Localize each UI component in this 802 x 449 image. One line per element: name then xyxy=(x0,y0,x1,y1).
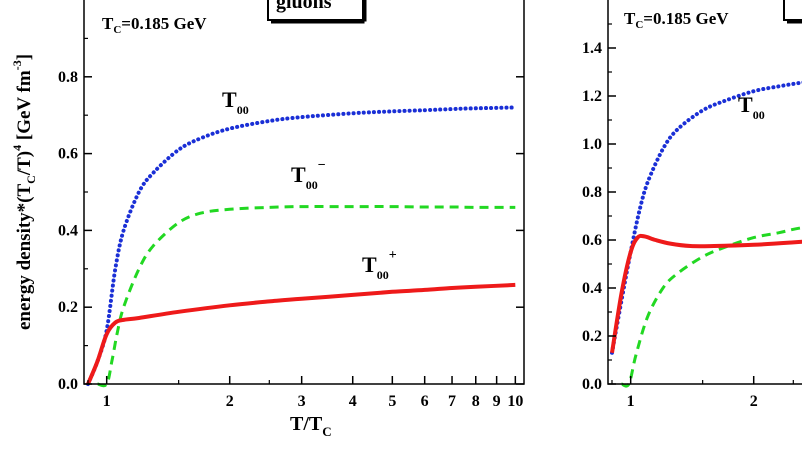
left-plot-area xyxy=(86,105,518,388)
left-y-tick-label: 0.2 xyxy=(58,299,78,316)
right-tc-label: TC=0.185 GeV xyxy=(624,9,729,31)
right-x-tick-label: 2 xyxy=(750,393,758,410)
gluons-label: gluons xyxy=(276,0,332,13)
right-series-t00--line xyxy=(621,226,802,388)
right-plot-area xyxy=(610,80,802,388)
left-x-tick-label: 2 xyxy=(226,393,234,410)
left-axes: 0.0 0.2 0.4 0.6 0.8 1 2 3 4 5 6 7 8 9 10 xyxy=(58,37,524,410)
right-panel: 0.00.20.40.60.81.01.21.41 2 TC=0.185 GeV … xyxy=(582,0,802,410)
left-x-tick-label: 4 xyxy=(349,393,357,410)
right-y-tick-label: 1.2 xyxy=(582,88,602,105)
left-panel: 0.00.20.40.60.81 2 3 4 5 6 7 8 9 10 TC=0.185 GeV … xyxy=(10,0,525,439)
left-tc-label: TC=0.185 GeV xyxy=(102,14,207,36)
left-label-t00-minus: T00− xyxy=(291,158,326,192)
left-x-tick-label: 1 xyxy=(103,393,111,410)
right-y-tick-label: 0.4 xyxy=(582,280,602,297)
right-series-t00--line xyxy=(610,233,802,354)
left-y-axis-label: energy density*(TC/T)4 [GeV fm-3] xyxy=(10,54,38,330)
left-label-t00: T00 xyxy=(222,87,249,117)
right-y-tick-label: 0.8 xyxy=(582,184,602,201)
left-y-tick-label: 0.0 xyxy=(58,376,78,393)
left-x-tick-label: 7 xyxy=(448,393,456,410)
right-box-fragment xyxy=(783,0,802,24)
left-plot-frame xyxy=(83,0,525,385)
right-label-t00: T00 xyxy=(738,92,765,122)
left-y-tick-label: 0.4 xyxy=(58,222,78,239)
left-series-t00--line xyxy=(86,282,516,385)
left-y-tick-label: 0.6 xyxy=(58,146,78,163)
right-plot-frame xyxy=(607,0,802,385)
right-y-tick-label: 0.6 xyxy=(582,232,602,249)
left-x-tick-label: 10 xyxy=(507,393,523,410)
right-y-tick-label: 0.0 xyxy=(582,376,602,393)
left-x-tick-label: 5 xyxy=(388,393,396,410)
left-x-tick-label: 9 xyxy=(493,393,501,410)
right-axes: 0.0 0.2 0.4 0.6 0.8 1.0 1.2 1.4 1 2 xyxy=(582,23,794,410)
right-y-tick-label: 1.4 xyxy=(582,40,602,57)
right-y-tick-label: 1.0 xyxy=(582,136,602,153)
left-x-tick-label: 6 xyxy=(421,393,429,410)
gluons-box: gluons xyxy=(267,0,367,24)
left-x-tick-label: 8 xyxy=(472,393,480,410)
left-label-t00-plus: T00+ xyxy=(362,248,397,282)
left-y-tick-label: 0.8 xyxy=(58,69,78,86)
left-series-t00--line xyxy=(97,205,516,388)
right-series-t00-line xyxy=(610,80,802,355)
right-x-tick-label: 1 xyxy=(627,393,635,410)
left-x-tick-label: 3 xyxy=(298,393,306,410)
right-y-tick-label: 0.2 xyxy=(582,328,602,345)
left-series-t00-line xyxy=(86,105,518,386)
left-x-axis-label: T/TC xyxy=(290,413,332,439)
